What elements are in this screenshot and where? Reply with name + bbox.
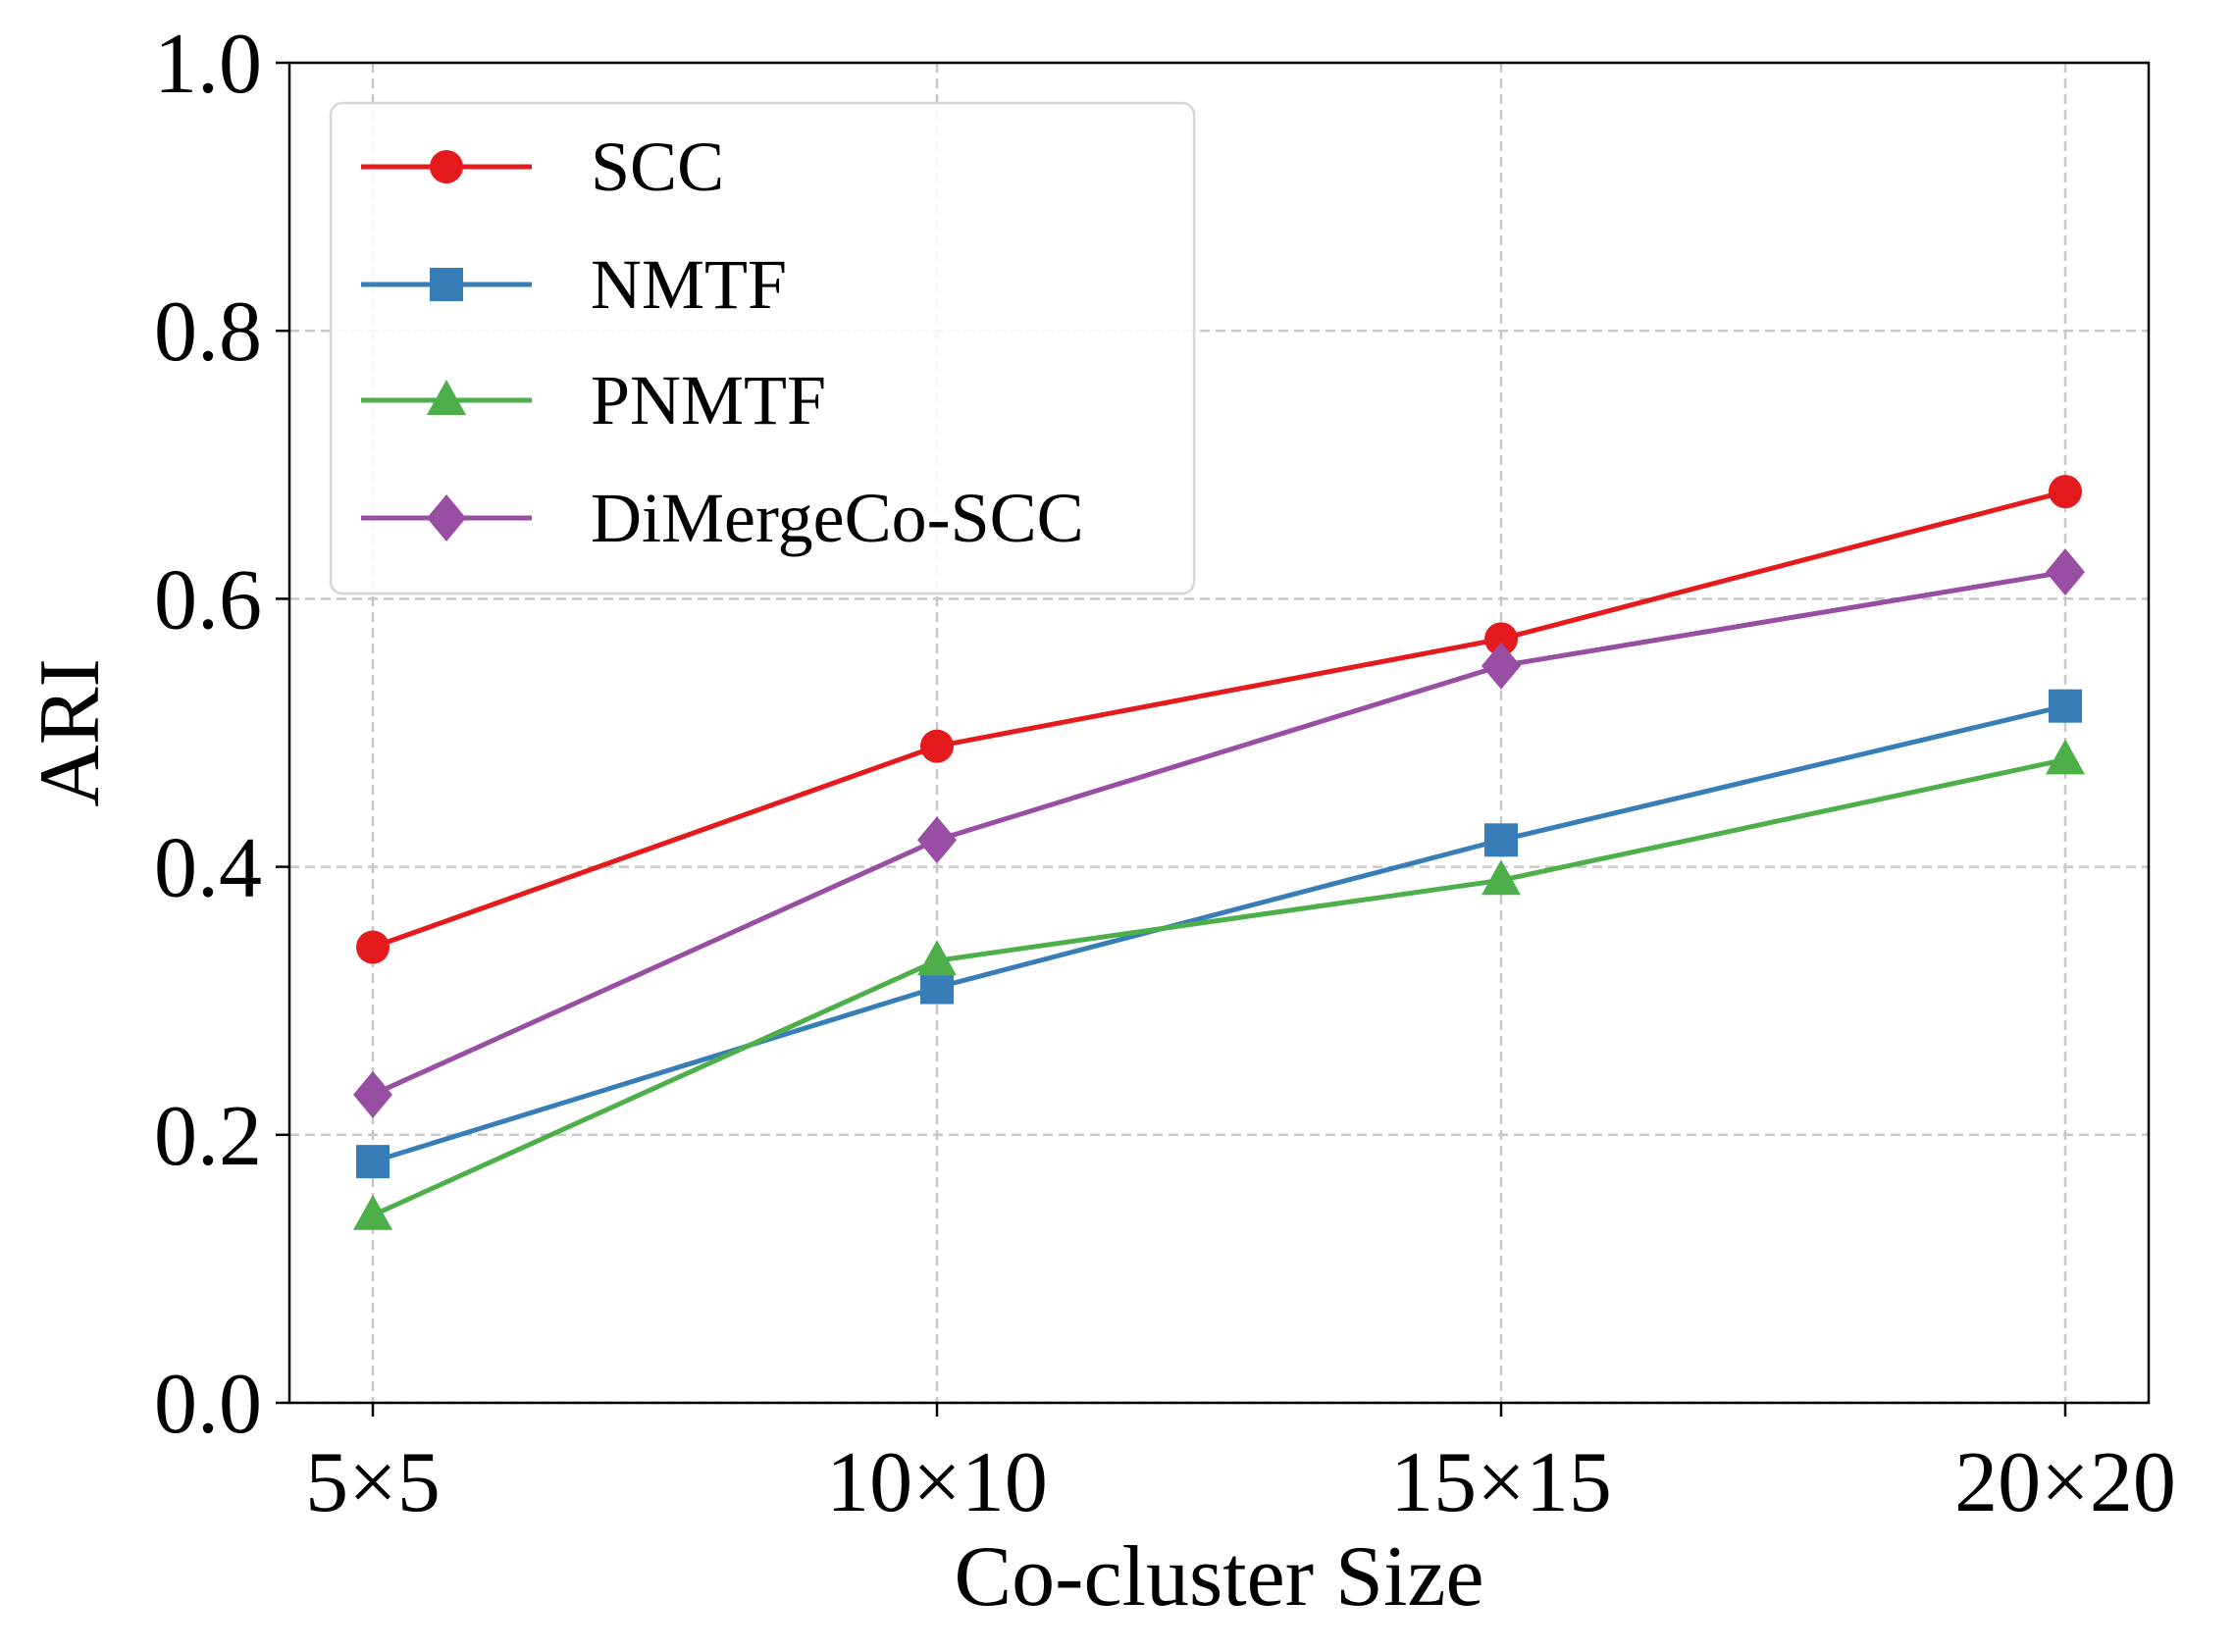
legend-item-pnmtf: PNMTF	[361, 361, 826, 439]
series-scc	[356, 475, 2082, 964]
axis-ticks: 0.00.20.40.60.81.05×5 10×10 15×15 20×20	[154, 17, 2176, 1530]
x-tick-multiply-sign: ×	[2041, 1435, 2090, 1530]
series-line-nmtf	[372, 703, 2066, 1164]
series-line-scc	[372, 489, 2066, 950]
data-point-nmtf	[356, 1145, 390, 1179]
data-point-scc	[1484, 622, 1518, 656]
data-point-scc	[356, 930, 390, 964]
x-tick-label: 15×15	[1390, 1435, 1612, 1530]
x-tick-right-size: 10	[962, 1435, 1048, 1530]
x-tick-multiply-sign: ×	[1477, 1435, 1526, 1530]
data-point-dimergeco-scc	[353, 1070, 392, 1118]
series-dimergeco-scc	[353, 548, 2085, 1118]
y-tick-label: 0.6	[154, 552, 262, 647]
data-point-scc	[2049, 475, 2082, 509]
x-tick-multiply-sign: ×	[348, 1435, 397, 1530]
legend-item-nmtf: NMTF	[361, 245, 787, 324]
y-axis-title: ARI	[23, 658, 118, 807]
data-point-nmtf	[1484, 823, 1518, 857]
legend: SCC NMTF PNMTF DiMergeCo-SCC	[329, 101, 1196, 595]
x-tick-left-size: 5	[305, 1435, 348, 1530]
legend-marker	[427, 494, 466, 542]
data-point-pnmtf	[917, 940, 957, 976]
x-tick-left-size: 15	[1390, 1435, 1477, 1530]
legend-marker	[427, 380, 466, 415]
legend-item-dimergeco-scc: DiMergeCo-SCC	[361, 479, 1084, 557]
legend-label: DiMergeCo-SCC	[591, 479, 1084, 557]
legend-label: SCC	[591, 128, 724, 206]
x-tick-right-size: 20	[2090, 1435, 2176, 1530]
data-point-dimergeco-scc	[1481, 642, 1521, 690]
data-point-pnmtf	[353, 1194, 392, 1230]
legend-item-scc: SCC	[361, 128, 724, 206]
data-point-pnmtf	[1481, 859, 1521, 896]
x-axis-title: Co-cluster Size	[954, 1529, 1483, 1625]
legend-label: PNMTF	[591, 361, 826, 439]
legend-marker	[430, 268, 463, 301]
y-tick-label: 0.8	[154, 284, 262, 380]
y-tick-label: 1.0	[154, 17, 262, 112]
x-tick-label: 20×20	[1954, 1435, 2176, 1530]
data-point-scc	[920, 729, 954, 763]
plot-area-frame	[287, 61, 2151, 1405]
x-tick-right-size: 5	[397, 1435, 441, 1530]
y-tick-label: 0.0	[154, 1357, 262, 1452]
data-point-pnmtf	[2046, 739, 2085, 775]
series-line-dimergeco-scc	[371, 569, 2066, 1098]
series-pnmtf	[353, 739, 2085, 1230]
x-tick-label: 5×5	[305, 1435, 441, 1530]
legend-label: NMTF	[591, 245, 787, 324]
series-layer	[353, 475, 2085, 1230]
y-tick-label: 0.4	[154, 821, 262, 916]
x-tick-label: 10×10	[826, 1435, 1048, 1530]
series-nmtf	[356, 689, 2082, 1179]
x-tick-left-size: 20	[1954, 1435, 2041, 1530]
x-tick-left-size: 10	[826, 1435, 912, 1530]
data-point-nmtf	[2049, 689, 2082, 723]
legend-marker	[430, 150, 463, 183]
series-line-pnmtf	[371, 756, 2066, 1218]
data-point-dimergeco-scc	[2046, 548, 2085, 596]
y-tick-label: 0.2	[154, 1089, 262, 1184]
legend-box	[329, 101, 1196, 595]
x-tick-multiply-sign: ×	[912, 1435, 962, 1530]
x-tick-right-size: 15	[1526, 1435, 1612, 1530]
data-point-nmtf	[920, 970, 954, 1005]
data-point-dimergeco-scc	[917, 816, 957, 864]
